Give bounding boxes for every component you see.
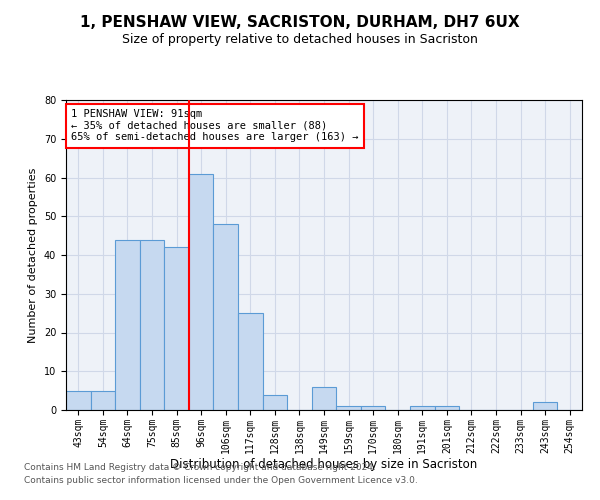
Text: Contains public sector information licensed under the Open Government Licence v3: Contains public sector information licen… [24, 476, 418, 485]
Bar [115, 240, 140, 410]
Bar [189, 174, 214, 410]
Text: 1 PENSHAW VIEW: 91sqm
← 35% of detached houses are smaller (88)
65% of semi-deta: 1 PENSHAW VIEW: 91sqm ← 35% of detached … [71, 110, 359, 142]
Text: Contains HM Land Registry data © Crown copyright and database right 2024.: Contains HM Land Registry data © Crown c… [24, 464, 376, 472]
Bar [238, 313, 263, 410]
Bar [336, 406, 361, 410]
Text: 1, PENSHAW VIEW, SACRISTON, DURHAM, DH7 6UX: 1, PENSHAW VIEW, SACRISTON, DURHAM, DH7 … [80, 15, 520, 30]
Bar [312, 387, 336, 410]
Y-axis label: Number of detached properties: Number of detached properties [28, 168, 38, 342]
Bar [91, 390, 115, 410]
Text: Size of property relative to detached houses in Sacriston: Size of property relative to detached ho… [122, 32, 478, 46]
Bar [533, 402, 557, 410]
Bar [263, 394, 287, 410]
Bar [140, 240, 164, 410]
Bar [361, 406, 385, 410]
Bar [214, 224, 238, 410]
Bar [434, 406, 459, 410]
Bar [410, 406, 434, 410]
X-axis label: Distribution of detached houses by size in Sacriston: Distribution of detached houses by size … [170, 458, 478, 471]
Bar [164, 247, 189, 410]
Bar [66, 390, 91, 410]
